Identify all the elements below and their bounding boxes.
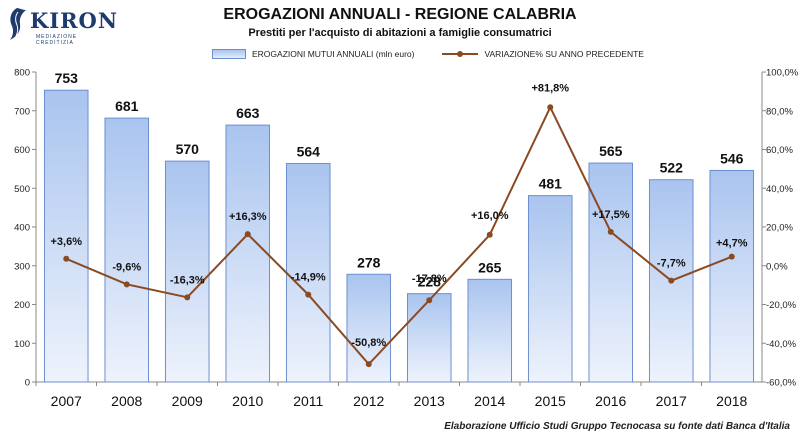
- variation-point-2016: [607, 228, 614, 235]
- variation-point-2012: [365, 361, 372, 368]
- right-tick-label: -40,0%: [766, 339, 797, 350]
- variation-label: -9,6%: [112, 261, 141, 273]
- logo-name: KIRON: [30, 8, 119, 33]
- x-tick-label: 2014: [474, 393, 505, 409]
- right-tick-label: 20,0%: [766, 223, 793, 234]
- variation-label: -7,7%: [657, 258, 686, 270]
- bar-value-label: 481: [539, 176, 563, 192]
- left-tick-label: 400: [14, 223, 30, 234]
- left-tick-label: 800: [14, 68, 30, 79]
- left-tick-label: 500: [14, 184, 30, 195]
- left-tick-label: 200: [14, 300, 30, 311]
- right-tick-label: 40,0%: [766, 184, 793, 195]
- right-tick-label: -60,0%: [766, 378, 797, 389]
- source-note: Elaborazione Ufficio Studi Gruppo Tecnoc…: [444, 421, 790, 432]
- variation-point-2017: [668, 277, 675, 284]
- x-tick-label: 2015: [535, 393, 566, 409]
- variation-point-2009: [184, 294, 191, 301]
- kiron-emblem-icon: [10, 8, 26, 40]
- bar-value-label: 564: [297, 143, 321, 159]
- bar-2007: [43, 89, 89, 383]
- right-tick-label: 80,0%: [766, 106, 793, 117]
- x-tick-label: 2012: [353, 393, 384, 409]
- left-tick-label: 600: [14, 145, 30, 156]
- variation-point-2008: [123, 281, 130, 288]
- bar-value-label: 265: [478, 259, 502, 275]
- left-tick-label: 700: [14, 106, 30, 117]
- bar-value-label: 681: [115, 98, 139, 114]
- variation-label: -50,8%: [351, 337, 386, 349]
- x-tick-label: 2013: [414, 393, 445, 409]
- variation-point-2014: [486, 231, 493, 238]
- bar-2013: [406, 293, 452, 383]
- left-tick-label: 100: [14, 339, 30, 350]
- x-tick-label: 2008: [111, 393, 142, 409]
- variation-label: +16,0%: [471, 210, 509, 222]
- variation-point-2011: [305, 291, 312, 298]
- x-tick-label: 2010: [232, 393, 263, 409]
- legend-line-label: VARIAZIONE% SU ANNO PRECEDENTE: [484, 49, 644, 59]
- x-tick-label: 2018: [716, 393, 747, 409]
- bar-2018: [709, 169, 755, 383]
- bar-value-label: 522: [660, 160, 684, 176]
- legend: EROGAZIONI MUTUI ANNUALI (mln euro) VARI…: [212, 47, 644, 61]
- chart-title: EROGAZIONI ANNUALI - REGIONE CALABRIA: [223, 6, 577, 23]
- variation-label: -14,9%: [291, 272, 326, 284]
- right-tick-label: 100,0%: [766, 68, 799, 79]
- kiron-logo: KIRON MEDIAZIONE CREDITIZIA: [6, 6, 117, 46]
- x-tick-label: 2009: [172, 393, 203, 409]
- bar-value-label: 570: [176, 141, 200, 157]
- bar-2009: [164, 160, 210, 383]
- variation-line: [65, 104, 733, 366]
- variation-point-2018: [728, 253, 735, 260]
- variation-label: +3,6%: [51, 236, 83, 248]
- bar-2011: [285, 162, 331, 383]
- legend-bar-label: EROGAZIONI MUTUI ANNUALI (mln euro): [252, 49, 415, 59]
- logo-tagline: MEDIAZIONE CREDITIZIA: [36, 34, 78, 46]
- x-tick-label: 2011: [293, 393, 323, 409]
- variation-point-2010: [244, 231, 251, 238]
- bar-value-label: 228: [418, 274, 442, 290]
- x-tick-label: 2017: [656, 393, 687, 409]
- bar-value-label: 663: [236, 105, 260, 121]
- bar-2015: [527, 195, 573, 383]
- bar-2008: [104, 117, 150, 383]
- bar-2014: [467, 278, 513, 383]
- x-tick-label: 2007: [51, 393, 82, 409]
- legend-line-swatch: [442, 50, 479, 58]
- left-tick-label: 300: [14, 261, 30, 272]
- variation-point-2015: [547, 104, 554, 111]
- bar-value-label: 546: [720, 150, 744, 166]
- bar-value-label: 278: [357, 254, 381, 270]
- variation-label: -17,8%: [412, 273, 447, 285]
- left-tick-label: 0: [25, 378, 30, 389]
- variation-label: +16,3%: [229, 211, 267, 223]
- x-tick-label: 2016: [595, 393, 626, 409]
- variation-label: +81,8%: [531, 82, 569, 94]
- bar-2010: [225, 124, 271, 383]
- bar-value-label: 753: [55, 70, 79, 86]
- variation-point-2013: [426, 297, 433, 304]
- right-tick-label: -20,0%: [766, 300, 797, 311]
- bar-2016: [588, 162, 634, 383]
- variation-label: +17,5%: [592, 209, 630, 221]
- right-tick-label: 60,0%: [766, 145, 793, 156]
- variation-label: -16,3%: [170, 274, 205, 286]
- chart-subtitle: Prestiti per l'acquisto di abitazioni a …: [248, 27, 552, 39]
- right-tick-label: 0,0%: [766, 261, 788, 272]
- variation-point-2007: [63, 255, 70, 262]
- variation-label: +4,7%: [716, 238, 748, 250]
- legend-bar-swatch: [212, 49, 246, 59]
- bar-value-label: 565: [599, 143, 623, 159]
